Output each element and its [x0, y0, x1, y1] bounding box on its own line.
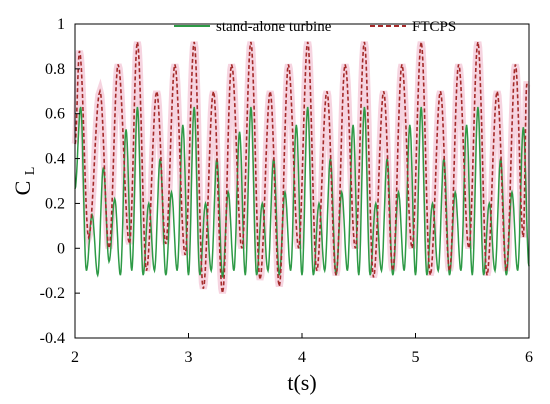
x-tick-label: 2 — [71, 349, 79, 366]
y-axis-title: C L — [10, 167, 38, 196]
legend: stand-alone turbine FTCPS — [174, 19, 456, 35]
y-tick-label: -0.2 — [40, 285, 65, 302]
legend-label-stand-alone: stand-alone turbine — [216, 19, 332, 35]
x-tick-label: 3 — [185, 349, 193, 366]
y-tick-label: 0.8 — [45, 61, 65, 78]
y-ticks: -0.4 -0.2 0 0.2 0.4 0.6 0.8 1 — [40, 16, 80, 347]
legend-label-ftcps: FTCPS — [412, 19, 456, 35]
y-tick-label: 0.4 — [45, 151, 65, 168]
x-tick-label: 5 — [412, 349, 420, 366]
ftcps-highlight — [71, 41, 531, 294]
y-axis-title-subscript: L — [23, 167, 38, 176]
x-tick-label: 4 — [298, 349, 306, 366]
y-tick-label: 0.2 — [45, 195, 65, 212]
y-axis-title-main: C — [10, 181, 35, 196]
x-ticks: 2 3 4 5 6 — [71, 333, 533, 366]
y-tick-label: 0.6 — [45, 106, 65, 123]
ftcps-haze-band — [71, 41, 531, 294]
x-tick-label: 6 — [525, 349, 533, 366]
y-tick-label: 1 — [57, 16, 65, 33]
x-axis-title: t(s) — [287, 370, 316, 395]
y-tick-label: 0 — [57, 240, 65, 257]
series-layer — [74, 41, 530, 294]
y-tick-label: -0.4 — [40, 330, 65, 347]
series-line-ftcps — [74, 41, 529, 294]
